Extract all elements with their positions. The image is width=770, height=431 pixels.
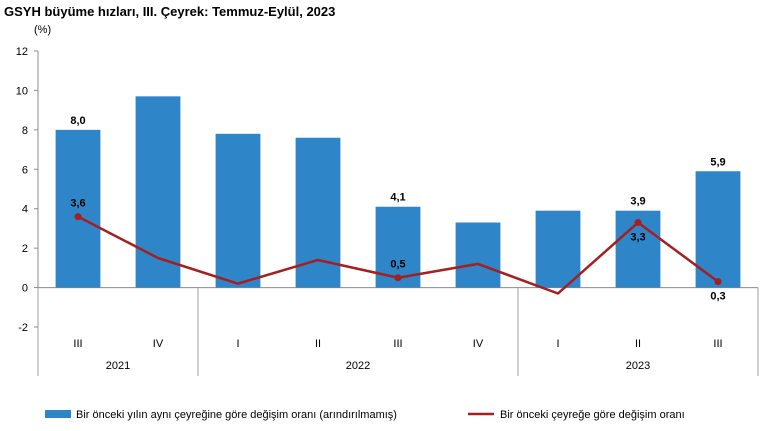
x-category-label: III bbox=[73, 338, 82, 350]
x-category-label: IV bbox=[153, 338, 164, 350]
legend-line-label: Bir önceki çeyreğe göre değişim oranı bbox=[500, 409, 685, 421]
x-group-label: 2022 bbox=[346, 360, 370, 372]
x-category-label: I bbox=[236, 338, 239, 350]
legend-bar-swatch bbox=[45, 410, 71, 418]
y-tick-label: 2 bbox=[22, 243, 28, 255]
bar bbox=[535, 210, 581, 288]
y-tick-label: 4 bbox=[22, 204, 28, 216]
x-category-label: I bbox=[556, 338, 559, 350]
bar bbox=[695, 171, 741, 288]
bar-value-label: 8,0 bbox=[70, 115, 85, 127]
x-category-label: III bbox=[713, 338, 722, 350]
x-category-label: III bbox=[393, 338, 402, 350]
line-value-label: 3,3 bbox=[630, 232, 645, 244]
y-tick-label: -2 bbox=[18, 322, 28, 334]
bar bbox=[455, 222, 501, 288]
y-axis-unit: (%) bbox=[34, 24, 51, 36]
line-point bbox=[634, 219, 642, 227]
x-category-label: II bbox=[635, 338, 641, 350]
axes: -2 0 2 4 6 8 10 12 bbox=[16, 46, 758, 334]
bar bbox=[55, 129, 101, 288]
bar bbox=[135, 96, 181, 288]
bar-value-label: 5,9 bbox=[710, 156, 725, 168]
x-category-label: II bbox=[315, 338, 321, 350]
line-point bbox=[714, 278, 722, 286]
legend-bar-label: Bir önceki yılın aynı çeyreğine göre değ… bbox=[76, 409, 397, 421]
legend: Bir önceki yılın aynı çeyreğine göre değ… bbox=[45, 409, 685, 421]
line-series bbox=[74, 213, 722, 295]
line-value-label: 3,6 bbox=[70, 198, 85, 210]
x-category-label: IV bbox=[473, 338, 484, 350]
y-tick-label: 0 bbox=[22, 283, 28, 295]
x-group-label: 2021 bbox=[106, 360, 130, 372]
line-value-label: 0,5 bbox=[390, 259, 405, 271]
y-tick-label: 12 bbox=[16, 46, 28, 58]
y-tick-label: 10 bbox=[16, 85, 28, 97]
y-tick-label: 6 bbox=[22, 164, 28, 176]
x-group-label: 2023 bbox=[626, 360, 650, 372]
data-labels: 8,0 4,1 3,9 5,9 3,6 0,5 3,3 0,3 bbox=[70, 115, 725, 303]
chart-title: GSYH büyüme hızları, III. Çeyrek: Temmuz… bbox=[4, 4, 335, 19]
bar-value-label: 3,9 bbox=[630, 196, 645, 208]
bar-value-label: 4,1 bbox=[390, 192, 405, 204]
bar bbox=[215, 133, 261, 288]
line-point bbox=[74, 213, 82, 221]
line-value-label: 0,3 bbox=[710, 291, 725, 303]
line-point bbox=[394, 274, 402, 282]
y-tick-label: 8 bbox=[22, 125, 28, 137]
